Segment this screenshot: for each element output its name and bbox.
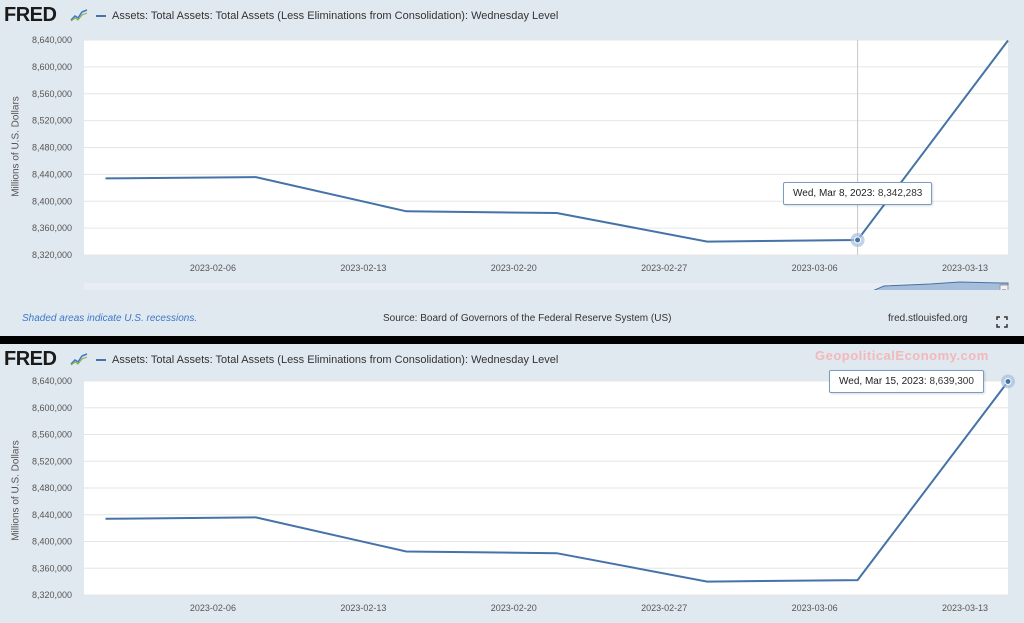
highlight-point[interactable] bbox=[854, 236, 862, 244]
watermark-text: GeopoliticalEconomy.com bbox=[815, 348, 989, 363]
data-point[interactable] bbox=[856, 578, 860, 582]
x-tick-label: 2023-02-27 bbox=[641, 603, 687, 613]
data-point[interactable] bbox=[555, 211, 559, 215]
x-tick-label: 2023-03-13 bbox=[942, 263, 988, 273]
y-tick-label: 8,520,000 bbox=[32, 456, 72, 466]
data-point[interactable] bbox=[404, 209, 408, 213]
data-tooltip: Wed, Mar 8, 2023: 8,342,283 bbox=[783, 182, 933, 205]
fullscreen-icon[interactable] bbox=[996, 316, 1008, 328]
y-tick-label: 8,600,000 bbox=[32, 62, 72, 72]
y-tick-label: 8,400,000 bbox=[32, 537, 72, 547]
x-tick-label: 2023-02-13 bbox=[340, 263, 386, 273]
y-tick-label: 8,360,000 bbox=[32, 223, 72, 233]
tooltip-date: Wed, Mar 15, 2023: bbox=[839, 376, 927, 387]
x-tick-label: 2023-02-06 bbox=[190, 603, 236, 613]
y-tick-label: 8,320,000 bbox=[32, 590, 72, 600]
data-point[interactable] bbox=[404, 550, 408, 554]
navigator-handle bbox=[999, 284, 1009, 290]
chart-legend[interactable]: Assets: Total Assets: Total Assets (Less… bbox=[96, 10, 558, 22]
x-tick-label: 2023-03-13 bbox=[942, 603, 988, 613]
x-tick-label: 2023-02-20 bbox=[491, 603, 537, 613]
bottom-chart-panel: FRED Assets: Total Assets: Total Assets … bbox=[0, 344, 1024, 623]
highlight-point[interactable] bbox=[1004, 377, 1012, 385]
tooltip-value: 8,639,300 bbox=[929, 376, 974, 387]
data-point[interactable] bbox=[254, 515, 258, 519]
y-tick-label: 8,640,000 bbox=[32, 35, 72, 45]
y-tick-label: 8,600,000 bbox=[32, 403, 72, 413]
line-chart[interactable]: 8,320,000 8,360,000 8,400,000 8,440,000 8,48… bbox=[0, 344, 1024, 623]
legend-swatch bbox=[96, 15, 106, 17]
legend-swatch bbox=[96, 359, 106, 361]
y-tick-label: 8,440,000 bbox=[32, 169, 72, 179]
recession-note: Shaded areas indicate U.S. recessions. bbox=[22, 313, 198, 324]
y-tick-label: 8,360,000 bbox=[32, 563, 72, 573]
fred-chart-logo-icon bbox=[70, 9, 88, 22]
navigator-background bbox=[84, 283, 1008, 290]
y-tick-label: 8,640,000 bbox=[32, 376, 72, 386]
source-text[interactable]: Source: Board of Governors of the Federa… bbox=[383, 313, 672, 324]
chart-legend[interactable]: Assets: Total Assets: Total Assets (Less… bbox=[96, 354, 558, 366]
data-point[interactable] bbox=[103, 517, 107, 521]
navigator-area bbox=[873, 281, 1009, 290]
series-title: Assets: Total Assets: Total Assets (Less… bbox=[112, 10, 559, 22]
data-point[interactable] bbox=[555, 551, 559, 555]
x-tick-label: 2023-02-13 bbox=[340, 603, 386, 613]
y-tick-label: 8,480,000 bbox=[32, 143, 72, 153]
data-point[interactable] bbox=[254, 175, 258, 179]
top-chart-panel: FRED Assets: Total Assets: Total Assets … bbox=[0, 0, 1024, 336]
y-tick-label: 8,520,000 bbox=[32, 116, 72, 126]
series-title: Assets: Total Assets: Total Assets (Less… bbox=[112, 354, 559, 366]
fred-logo[interactable]: FRED bbox=[4, 4, 57, 26]
site-link[interactable]: fred.stlouisfed.org bbox=[888, 313, 968, 324]
y-tick-label: 8,480,000 bbox=[32, 483, 72, 493]
data-point[interactable] bbox=[705, 580, 709, 584]
x-tick-label: 2023-02-20 bbox=[491, 263, 537, 273]
tooltip-date: Wed, Mar 8, 2023: bbox=[793, 188, 876, 199]
y-tick-label: 8,560,000 bbox=[32, 430, 72, 440]
y-tick-label: 8,440,000 bbox=[32, 510, 72, 520]
data-point[interactable] bbox=[1006, 38, 1010, 42]
x-tick-label: 2023-03-06 bbox=[792, 603, 838, 613]
tooltip-value: 8,342,283 bbox=[877, 188, 923, 199]
line-chart[interactable]: 8,320,000 8,360,000 8,400,000 8,440,000 8,48… bbox=[0, 0, 1024, 290]
series-line bbox=[105, 380, 1009, 583]
data-point[interactable] bbox=[103, 176, 107, 180]
y-tick-label: 8,560,000 bbox=[32, 89, 72, 99]
x-tick-label: 2023-02-06 bbox=[190, 263, 236, 273]
x-tick-label: 2023-03-06 bbox=[792, 263, 838, 273]
fred-chart-logo-icon bbox=[70, 353, 88, 366]
fred-logo[interactable]: FRED bbox=[4, 348, 57, 370]
navigator[interactable]: 2004200620082010201220142016201820202022 bbox=[84, 281, 1009, 290]
x-tick-label: 2023-02-27 bbox=[641, 263, 687, 273]
y-tick-label: 8,400,000 bbox=[32, 196, 72, 206]
y-tick-label: 8,320,000 bbox=[32, 250, 72, 260]
data-point[interactable] bbox=[705, 240, 709, 244]
data-tooltip: Wed, Mar 15, 2023: 8,639,300 bbox=[829, 370, 984, 393]
